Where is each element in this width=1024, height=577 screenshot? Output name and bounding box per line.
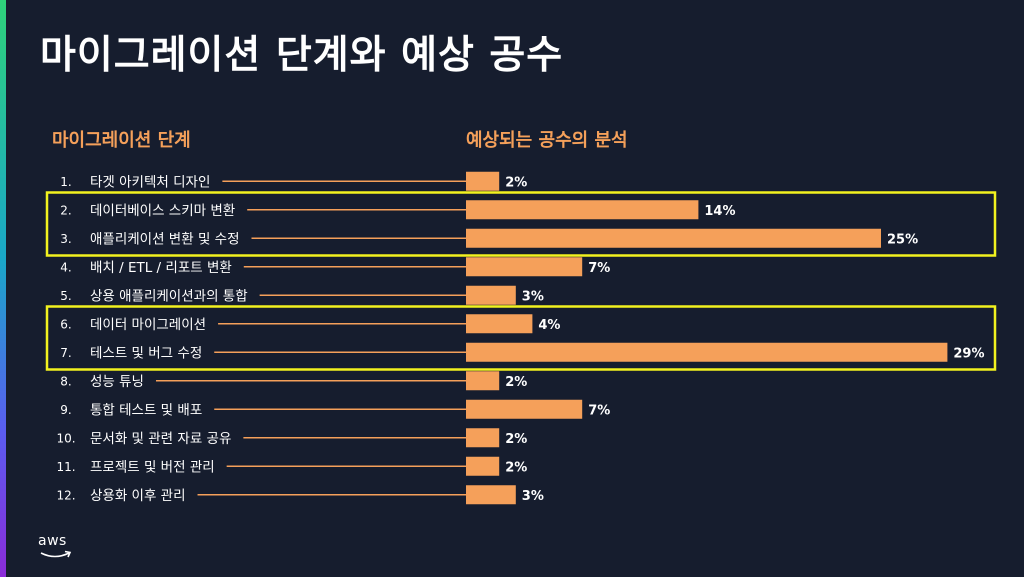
slide-title: 마이그레이션 단계와 예상 공수 bbox=[40, 33, 564, 78]
bar bbox=[466, 171, 500, 191]
step-number: 6. bbox=[60, 317, 71, 331]
step-label: 데이터 마이그레이션 bbox=[90, 317, 206, 333]
aws-smile-icon bbox=[40, 550, 72, 558]
bar-value-label: 3% bbox=[522, 489, 544, 504]
accent-bar bbox=[0, 0, 6, 577]
aws-logo-text: aws bbox=[38, 533, 67, 549]
step-label: 성능 튜닝 bbox=[90, 374, 144, 390]
bar bbox=[466, 257, 583, 277]
bar bbox=[466, 456, 500, 476]
bar-value-label: 7% bbox=[588, 261, 610, 276]
bar bbox=[466, 371, 500, 391]
bar-value-label: 25% bbox=[887, 232, 918, 247]
step-number: 3. bbox=[60, 232, 71, 246]
step-number: 1. bbox=[60, 175, 71, 189]
bar-value-label: 2% bbox=[505, 375, 527, 390]
bar bbox=[466, 485, 516, 505]
step-number: 12. bbox=[56, 488, 75, 502]
bar-value-label: 4% bbox=[538, 318, 560, 333]
bar-value-label: 7% bbox=[588, 403, 610, 418]
step-label: 프로젝트 및 버전 관리 bbox=[90, 459, 215, 475]
step-label: 데이터베이스 스키마 변환 bbox=[90, 203, 235, 219]
step-label: 타겟 아키텍처 디자인 bbox=[90, 174, 210, 190]
step-number: 9. bbox=[60, 403, 71, 417]
step-label: 테스트 및 버그 수정 bbox=[90, 345, 202, 361]
bar bbox=[466, 314, 533, 334]
steps-heading: 마이그레이션 단계 bbox=[52, 130, 191, 151]
step-label: 문서화 및 관련 자료 공유 bbox=[90, 431, 231, 447]
bar bbox=[466, 399, 583, 419]
bar bbox=[466, 428, 500, 448]
bar-value-label: 2% bbox=[505, 460, 527, 475]
highlight-box bbox=[45, 305, 997, 371]
step-label: 애플리케이션 변환 및 수정 bbox=[90, 231, 240, 247]
step-number: 7. bbox=[60, 346, 71, 360]
bar bbox=[466, 228, 881, 248]
step-number: 10. bbox=[56, 431, 75, 445]
bar-value-label: 3% bbox=[522, 289, 544, 304]
step-label: 상용 애플리케이션과의 통합 bbox=[90, 288, 248, 304]
bar-value-label: 29% bbox=[953, 346, 984, 361]
step-label: 통합 테스트 및 배포 bbox=[90, 402, 202, 418]
bar bbox=[466, 285, 516, 305]
step-number: 8. bbox=[60, 374, 71, 388]
bar-value-label: 2% bbox=[505, 175, 527, 190]
bar-value-label: 14% bbox=[704, 204, 735, 219]
step-label: 상용화 이후 관리 bbox=[90, 488, 186, 504]
bar bbox=[466, 342, 948, 362]
bar-value-label: 2% bbox=[505, 432, 527, 447]
step-number: 5. bbox=[60, 289, 71, 303]
step-number: 11. bbox=[56, 460, 75, 474]
step-label: 배치 / ETL / 리포트 변환 bbox=[90, 260, 232, 276]
step-number: 2. bbox=[60, 203, 71, 217]
aws-logo: aws bbox=[38, 533, 78, 561]
effort-heading: 예상되는 공수의 분석 bbox=[466, 130, 628, 151]
highlight-box bbox=[45, 191, 997, 257]
bar bbox=[466, 200, 699, 220]
step-number: 4. bbox=[60, 260, 71, 274]
